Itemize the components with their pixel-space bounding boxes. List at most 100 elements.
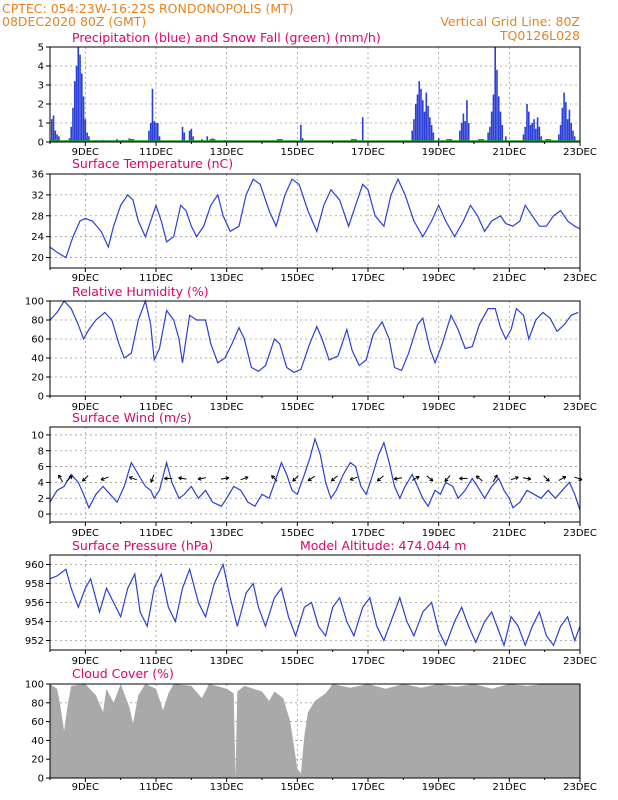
- wind-arrow-head: [197, 476, 202, 480]
- precip-bar: [430, 124, 433, 142]
- pressure-panel: Surface Pressure (hPa) Model Altitude: 47…: [25, 538, 597, 667]
- precip-ytick-label: 2: [38, 100, 44, 111]
- precip-bar: [68, 138, 71, 142]
- precip-bar: [188, 130, 191, 142]
- rh-panel: Relative Humidity (%) 0 20 40 60 80 100 9DEC 11D…: [25, 284, 597, 413]
- precip-bar: [563, 92, 565, 142]
- rh-xtick-label: 21DEC: [492, 402, 526, 413]
- cloud-ytick-label: 20: [31, 755, 44, 766]
- pressure-ytick-label: 954: [25, 617, 44, 628]
- precip-bar: [572, 130, 574, 142]
- cloud-xtick-label: 17DEC: [351, 782, 385, 793]
- rh-ytick-label: 40: [31, 354, 44, 365]
- wind-ytick-label: 2: [38, 494, 44, 505]
- wind-arrow-shaft: [558, 476, 567, 481]
- wind-arrow-head: [476, 475, 480, 478]
- wind-arrow: [510, 476, 519, 481]
- snow-bar: [209, 139, 216, 141]
- cloud-ytick-label: 40: [31, 736, 44, 747]
- pressure-xtick-label: 9DEC: [72, 656, 99, 667]
- wind-arrow: [376, 475, 384, 482]
- temp-xtick-label: 19DEC: [422, 273, 456, 284]
- wind-ytick-label: 6: [38, 462, 44, 473]
- wind-arrow: [164, 476, 173, 481]
- rh-ytick-label: 0: [38, 392, 44, 403]
- wind-arrow: [240, 476, 249, 481]
- rh-frame: [49, 300, 581, 397]
- cloud-xtick-label: 19DEC: [422, 782, 456, 793]
- precip-bar: [568, 109, 571, 142]
- precip-panel: Precipitation (blue) and Snow Fall (gree…: [38, 30, 597, 158]
- cloud-xtick-label: 11DEC: [139, 782, 173, 793]
- precip-bar: [466, 100, 468, 142]
- pressure-xtick-label: 17DEC: [351, 656, 385, 667]
- wind-arrow-shaft: [492, 474, 498, 483]
- temp-panel: Surface Temperature (nC) 20 24 28 32 36 9DEC 11…: [31, 156, 597, 284]
- wind-arrow-shaft: [150, 474, 155, 483]
- wind-arrow: [197, 476, 206, 481]
- wind-arrow: [66, 475, 73, 482]
- precip-bar: [499, 111, 502, 142]
- snow-bar: [545, 139, 552, 141]
- rh-xtick-label: 19DEC: [422, 402, 456, 413]
- precip-bar: [300, 124, 302, 142]
- precip-bar: [50, 119, 53, 142]
- wind-xtick-label: 9DEC: [72, 528, 99, 539]
- precip-ytick-label: 5: [38, 43, 44, 54]
- pressure-xtick-label: 15DEC: [280, 656, 314, 667]
- wind-arrow-head: [515, 476, 519, 481]
- wind-arrow: [178, 476, 187, 481]
- precip-bar: [531, 123, 534, 142]
- wind-arrow: [543, 475, 550, 482]
- precip-bar: [524, 126, 527, 142]
- wind-arrow-head: [178, 476, 183, 479]
- wind-arrow-shaft: [574, 476, 583, 481]
- pressure-xtick-label: 21DEC: [492, 656, 526, 667]
- precip-xtick-label: 15DEC: [280, 147, 314, 158]
- rh-ytick-label: 20: [31, 373, 44, 384]
- wind-arrow: [128, 476, 137, 481]
- precip-bar: [72, 107, 74, 142]
- precip-bar: [301, 138, 304, 142]
- precip-bar: [411, 130, 413, 142]
- wind-ytick-label: 4: [38, 478, 44, 489]
- header-run: 08DEC2020 80Z (GMT): [2, 14, 146, 29]
- pressure-xtick-label: 23DEC: [563, 656, 597, 667]
- wind-arrow: [411, 475, 420, 481]
- wind-arrow-head: [349, 476, 353, 481]
- precip-bar: [437, 138, 440, 142]
- wind-arrow: [271, 475, 278, 482]
- precip-bar: [425, 92, 428, 142]
- wind-arrow-shaft: [307, 475, 316, 482]
- precip-bar: [533, 119, 535, 142]
- wind-arrow-shaft: [220, 477, 229, 480]
- temp-title: Surface Temperature (nC): [72, 156, 233, 171]
- snow-bar: [478, 139, 485, 141]
- precip-bar: [501, 124, 504, 142]
- wind-arrow: [574, 476, 583, 481]
- wind-arrow-head: [70, 475, 73, 480]
- precip-bar: [79, 54, 81, 142]
- precip-bar: [88, 136, 90, 142]
- precip-bar: [460, 123, 463, 142]
- wind-arrow-shaft: [292, 475, 299, 482]
- wind-arrow-shaft: [82, 475, 89, 482]
- precip-bar: [148, 130, 150, 142]
- wind-arrow-head: [225, 477, 230, 481]
- wind-arrow-shaft: [100, 476, 109, 481]
- precip-ytick-label: 3: [38, 81, 44, 92]
- temp-ytick-label: 24: [31, 232, 44, 243]
- cloud-area: [50, 684, 580, 778]
- precip-xtick-label: 19DEC: [422, 147, 456, 158]
- wind-arrow-head: [150, 478, 152, 483]
- wind-arrow: [444, 475, 451, 482]
- wind-arrow: [58, 474, 64, 483]
- wind-arrow-shaft: [331, 475, 338, 482]
- precip-bar: [420, 88, 422, 142]
- precip-bar: [151, 88, 154, 142]
- precip-bar: [558, 134, 560, 142]
- precip-bar: [496, 69, 498, 142]
- cloud-frame: [49, 683, 581, 779]
- wind-arrow-head: [527, 478, 532, 481]
